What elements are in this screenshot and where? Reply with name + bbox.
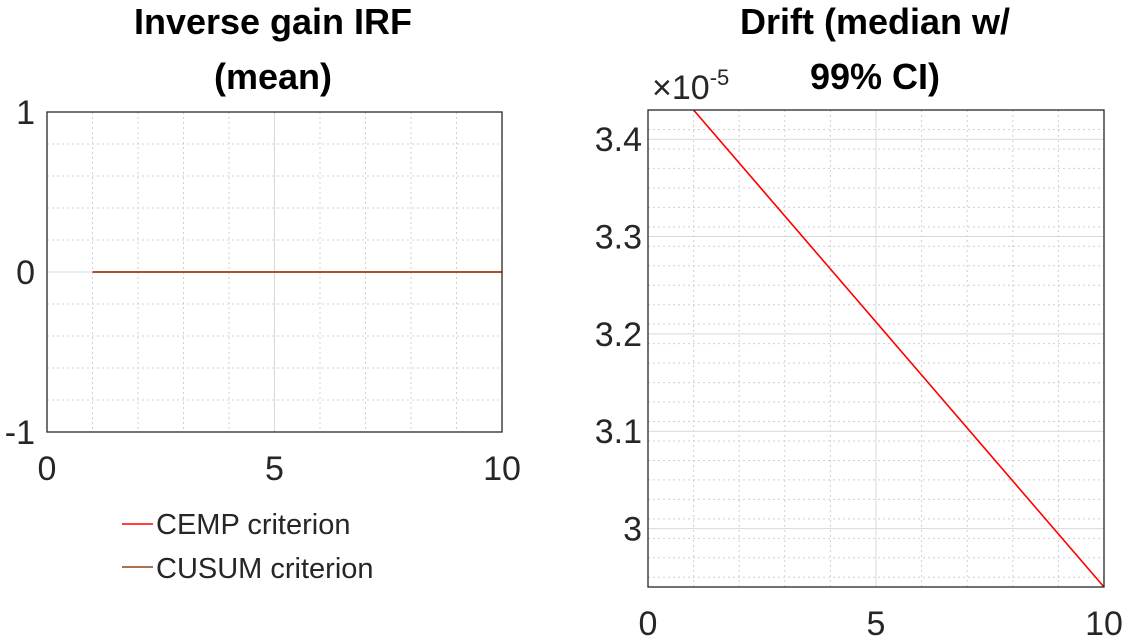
left-title-line1: Inverse gain IRF: [134, 1, 412, 42]
x-tick-label: 10: [483, 450, 521, 488]
x-tick-label: 5: [265, 450, 284, 488]
right-plot-frame: [647, 109, 1105, 588]
y-tick-label: -1: [5, 414, 35, 452]
y-tick-label: 3.3: [595, 219, 642, 257]
left-tick-labels: 0 5 10-101: [5, 94, 521, 488]
x-tick-label: 5: [867, 605, 886, 640]
y-tick-label: 3.4: [595, 121, 642, 159]
right-title-line1: Drift (median w/: [740, 1, 1010, 42]
left-title-line2: (mean): [214, 56, 332, 97]
right-y-exponent: ×10-5: [652, 65, 729, 107]
y-tick-label: 0: [16, 254, 35, 292]
series-line-0: [692, 109, 1105, 588]
y-tick-label: 1: [16, 94, 35, 132]
y-tick-label: 3: [623, 511, 642, 549]
legend-label-cusum: CUSUM criterion: [156, 553, 374, 585]
right-grid: [648, 110, 1104, 587]
right-chart: Drift (median w/ 99% CI) 0 5 10 3 3.1 3.2 3.3 3…: [595, 1, 1123, 640]
legend: CEMP criterion CUSUM criterion: [122, 509, 374, 585]
right-series: [692, 109, 1105, 588]
left-plot-frame: [46, 111, 503, 433]
x-tick-label: 0: [639, 605, 658, 640]
legend-label-cemp: CEMP criterion: [156, 509, 350, 541]
y-tick-label: 3.2: [595, 316, 642, 354]
left-chart: Inverse gain IRF (mean) 0 5 10-101 CEMP cr…: [5, 1, 521, 585]
right-tick-labels: 0 5 10 3 3.1 3.2 3.3 3.4: [595, 121, 1123, 640]
right-title-line2: 99% CI): [810, 56, 940, 97]
x-tick-label: 10: [1085, 605, 1123, 640]
x-tick-label: 0: [38, 450, 57, 488]
y-tick-label: 3.1: [595, 413, 642, 451]
